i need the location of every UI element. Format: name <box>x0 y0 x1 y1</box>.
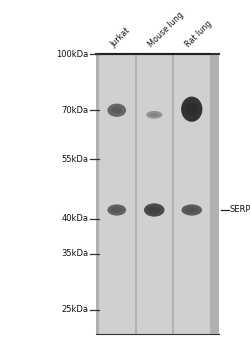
Bar <box>174 54 210 334</box>
Text: Jurkat: Jurkat <box>109 26 132 49</box>
Ellipse shape <box>108 204 126 216</box>
Ellipse shape <box>186 103 198 116</box>
Ellipse shape <box>148 206 160 213</box>
Ellipse shape <box>150 113 159 117</box>
Bar <box>99 54 134 334</box>
Ellipse shape <box>108 104 126 117</box>
Text: 55kDa: 55kDa <box>62 155 89 164</box>
Bar <box>136 54 172 334</box>
Text: Rat lung: Rat lung <box>184 19 214 49</box>
Ellipse shape <box>186 207 198 213</box>
Ellipse shape <box>111 207 122 213</box>
Ellipse shape <box>144 203 165 217</box>
Text: 25kDa: 25kDa <box>62 305 89 314</box>
Ellipse shape <box>146 111 162 119</box>
Text: 35kDa: 35kDa <box>62 249 89 258</box>
Ellipse shape <box>181 97 203 122</box>
Text: Mouse lung: Mouse lung <box>147 10 186 49</box>
Bar <box>96 54 219 334</box>
Text: 40kDa: 40kDa <box>62 214 89 223</box>
Text: 70kDa: 70kDa <box>62 106 89 115</box>
Text: SERPINB8: SERPINB8 <box>230 205 250 215</box>
Ellipse shape <box>182 204 202 216</box>
Text: 100kDa: 100kDa <box>56 50 89 59</box>
Ellipse shape <box>111 107 122 113</box>
